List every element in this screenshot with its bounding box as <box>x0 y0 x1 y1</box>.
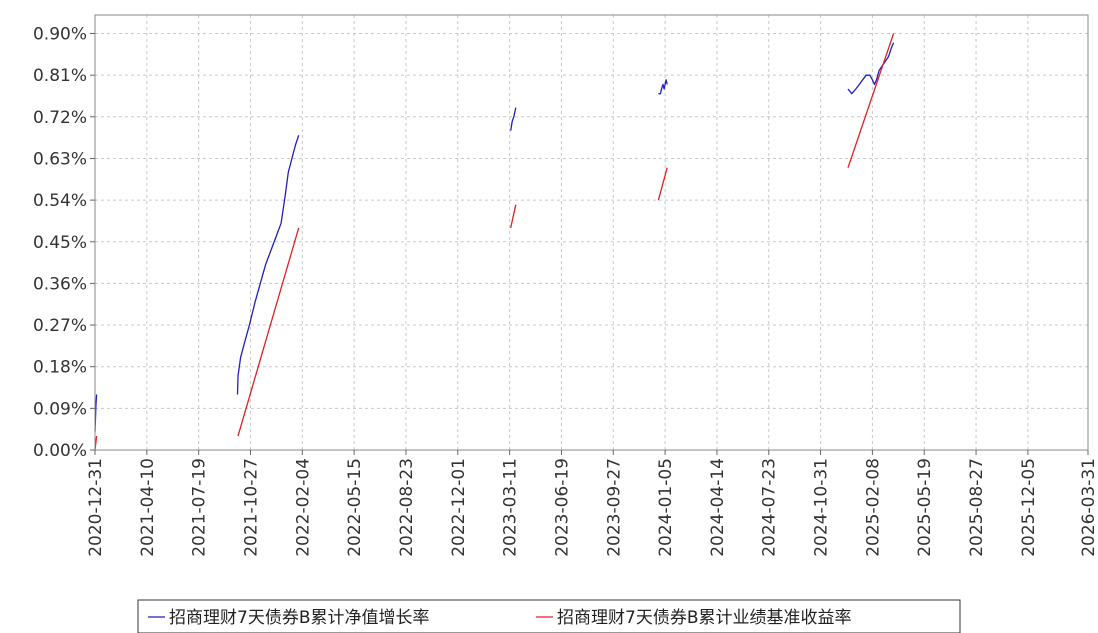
x-tick-label: 2022-12-01 <box>449 458 469 557</box>
x-tick-label: 2024-01-05 <box>656 458 676 557</box>
x-tick-label: 2024-10-31 <box>812 458 832 557</box>
x-tick-label: 2020-12-31 <box>86 458 106 557</box>
series-net-value-line <box>236 135 300 395</box>
series-layer <box>94 33 895 451</box>
y-axis-ticks: 0.00% 0.09% 0.18% 0.27% 0.36% 0.45% 0.54% 0.63%… <box>33 25 95 461</box>
y-tick-label: 0.00% <box>33 441 87 461</box>
x-tick-label: 2025-02-08 <box>863 458 883 557</box>
x-tick-label: 2022-02-04 <box>293 458 313 557</box>
x-tick-label: 2022-08-23 <box>397 458 417 557</box>
y-tick-label: 0.72% <box>33 108 87 128</box>
legend: 招商理财7天债券B累计净值增长率 招商理财7天债券B累计业绩基准收益率 <box>137 599 961 633</box>
series-benchmark-line <box>510 204 517 229</box>
x-axis-ticks: 2020-12-31 2021-04-10 2021-07-19 2021-10-27… <box>86 450 1098 557</box>
series-net-value-line <box>847 42 895 95</box>
x-tick-label: 2024-04-14 <box>708 458 728 557</box>
series-benchmark-line <box>237 227 300 437</box>
y-tick-label: 0.18% <box>33 358 87 378</box>
x-tick-label: 2023-09-27 <box>604 458 624 557</box>
x-tick-label: 2025-08-27 <box>967 458 987 557</box>
x-tick-label: 2021-04-10 <box>138 458 158 557</box>
x-tick-label: 2022-05-15 <box>345 458 365 557</box>
y-tick-label: 0.54% <box>33 191 87 211</box>
y-tick-label: 0.90% <box>33 25 87 45</box>
x-tick-label: 2024-07-23 <box>760 458 780 557</box>
y-tick-label: 0.36% <box>33 274 87 294</box>
x-tick-label: 2021-10-27 <box>241 458 261 557</box>
series-net-value-line <box>510 107 517 131</box>
y-tick-label: 0.63% <box>33 149 87 169</box>
x-tick-label: 2025-12-05 <box>1019 458 1039 557</box>
x-tick-label: 2023-06-19 <box>552 458 572 557</box>
plot-area-frame <box>94 14 1089 451</box>
y-tick-label: 0.81% <box>33 66 87 86</box>
x-tick-label: 2025-05-19 <box>915 458 935 557</box>
series-benchmark-line <box>657 167 668 201</box>
x-tick-label: 2021-07-19 <box>190 458 210 557</box>
y-tick-label: 0.45% <box>33 233 87 253</box>
legend-label-net-value: 招商理财7天债券B累计净值增长率 <box>169 608 429 628</box>
x-tick-label: 2023-03-11 <box>501 458 521 557</box>
legend-label-benchmark: 招商理财7天债券B累计业绩基准收益率 <box>557 608 851 628</box>
series-net-value-line <box>658 79 668 95</box>
y-tick-label: 0.09% <box>33 399 87 419</box>
x-tick-label: 2026-03-31 <box>1079 458 1098 557</box>
y-tick-label: 0.27% <box>33 316 87 336</box>
series-benchmark-line <box>847 33 895 168</box>
